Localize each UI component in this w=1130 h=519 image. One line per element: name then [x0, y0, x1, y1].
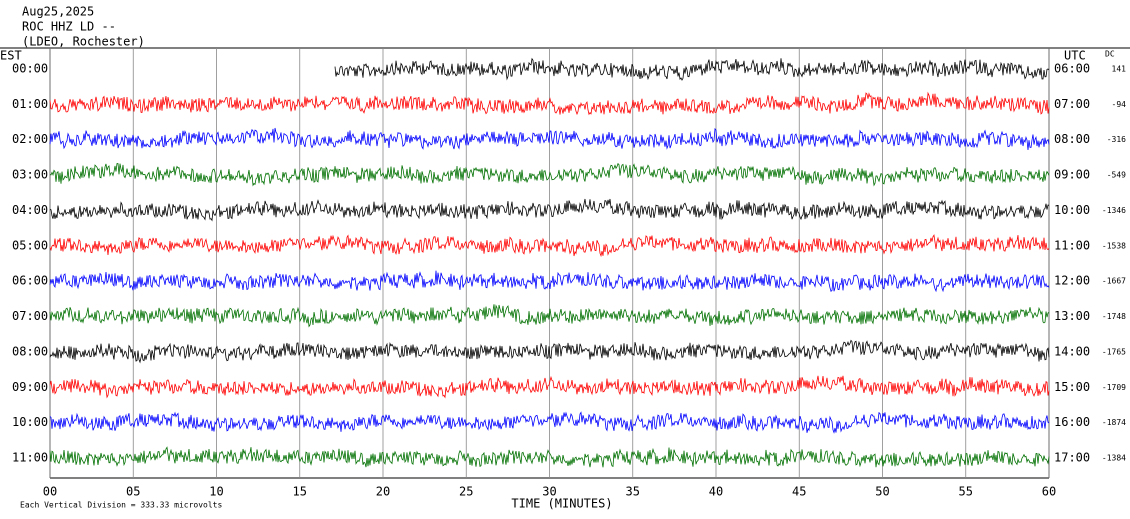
footnote: Each Vertical Division = 333.33 microvol… [20, 501, 222, 510]
dc-label: -1709 [1102, 383, 1126, 392]
utc-label: 07:00 [1054, 97, 1090, 111]
utc-label: 13:00 [1054, 309, 1090, 323]
trace [49, 198, 1050, 222]
est-label: 11:00 [12, 451, 48, 465]
title: Aug25,2025 [22, 5, 94, 19]
est-label: 05:00 [12, 238, 48, 252]
utc-label: 08:00 [1054, 132, 1090, 146]
x-tick-label: 35 [626, 485, 640, 499]
est-label: 02:00 [12, 132, 48, 146]
est-label: 10:00 [12, 415, 48, 429]
dc-label: -1874 [1102, 418, 1126, 427]
trace [49, 270, 1050, 293]
right-header: UTC [1064, 49, 1086, 63]
dc-label: -1384 [1102, 454, 1126, 463]
dc-label: -316 [1107, 135, 1126, 144]
est-label: 00:00 [12, 62, 48, 76]
est-label: 07:00 [12, 309, 48, 323]
x-tick-label: 15 [293, 485, 307, 499]
utc-label: 16:00 [1054, 415, 1090, 429]
x-tick-label: 05 [126, 485, 140, 499]
dc-label: -1346 [1102, 206, 1126, 215]
utc-label: 15:00 [1054, 380, 1090, 394]
dc-label: 141 [1112, 65, 1127, 74]
utc-label: 10:00 [1054, 203, 1090, 217]
x-tick-label: 40 [709, 485, 723, 499]
trace [49, 339, 1050, 364]
trace [334, 57, 1050, 81]
utc-label: 12:00 [1054, 274, 1090, 288]
dc-header: DC [1105, 50, 1115, 59]
x-tick-label: 00 [43, 485, 57, 499]
x-tick-label: 10 [209, 485, 223, 499]
x-tick-label: 45 [792, 485, 806, 499]
trace [49, 234, 1050, 258]
est-label: 03:00 [12, 168, 48, 182]
x-tick-label: 55 [959, 485, 973, 499]
est-label: 06:00 [12, 274, 48, 288]
trace [49, 375, 1050, 399]
est-label: 08:00 [12, 344, 48, 358]
dc-label: -549 [1107, 171, 1126, 180]
x-tick-label: 25 [459, 485, 473, 499]
dc-label: -1765 [1102, 347, 1126, 356]
title: ROC HHZ LD -- [22, 20, 116, 34]
utc-label: 06:00 [1054, 62, 1090, 76]
x-tick-label: 30 [542, 485, 556, 499]
trace [49, 91, 1050, 116]
est-label: 01:00 [12, 97, 48, 111]
trace [49, 446, 1050, 468]
trace [49, 162, 1050, 187]
x-tick-label: 50 [875, 485, 889, 499]
trace [49, 127, 1050, 151]
title: (LDEO, Rochester) [22, 35, 145, 49]
utc-label: 11:00 [1054, 238, 1090, 252]
left-header: EST [0, 49, 22, 63]
x-tick-label: 20 [376, 485, 390, 499]
utc-label: 09:00 [1054, 168, 1090, 182]
dc-label: -94 [1112, 100, 1127, 109]
dc-label: -1538 [1102, 241, 1126, 250]
dc-label: -1748 [1102, 312, 1126, 321]
x-tick-label: 60 [1042, 485, 1056, 499]
dc-label: -1667 [1102, 277, 1126, 286]
utc-label: 14:00 [1054, 344, 1090, 358]
x-label: TIME (MINUTES) [511, 497, 612, 511]
trace [49, 304, 1050, 328]
utc-label: 17:00 [1054, 451, 1090, 465]
est-label: 09:00 [12, 380, 48, 394]
trace [49, 411, 1050, 434]
est-label: 04:00 [12, 203, 48, 217]
